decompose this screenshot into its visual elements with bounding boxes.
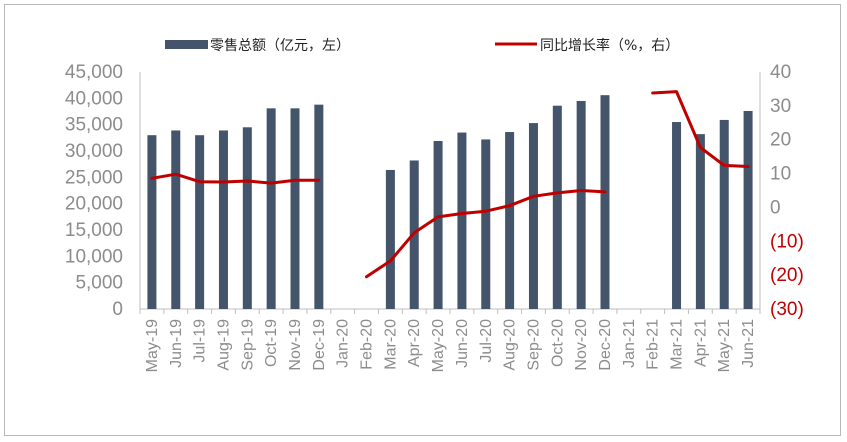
- left-tick-label: 5,000: [75, 273, 123, 294]
- bar-Oct-20: [552, 105, 562, 309]
- left-tick-label: 40,000: [65, 88, 123, 109]
- right-tick-label: 10: [770, 164, 791, 185]
- right-tick-label: 40: [770, 62, 791, 83]
- x-tick-label: Feb-20: [359, 319, 376, 370]
- bar-Aug-20: [505, 132, 515, 309]
- legend: 零售总额（亿元，左） 同比增长率（%，右）: [165, 37, 679, 54]
- bar-Jul-20: [481, 139, 491, 309]
- bars: [147, 95, 753, 310]
- x-tick-label: Jan-21: [621, 319, 638, 368]
- x-tick-label: Oct-19: [263, 319, 280, 367]
- combo-chart: 零售总额（亿元，左） 同比增长率（%，右） 0 5,000 10,000 15,000…: [65, 37, 804, 372]
- x-tick-label: Sep-19: [239, 319, 256, 371]
- right-tick-label: 30: [770, 96, 791, 117]
- x-tick-label: Apr-21: [692, 319, 709, 367]
- x-tick-label: Nov-20: [573, 319, 590, 371]
- bar-Jun-20: [457, 132, 467, 309]
- bar-Mar-20: [385, 169, 395, 309]
- right-tick-label: (10): [770, 231, 804, 252]
- legend-bar-label: 零售总额（亿元，左）: [210, 38, 350, 54]
- x-tick-label: Mar-20: [382, 319, 399, 370]
- legend-line-label: 同比增长率（%，右）: [540, 37, 679, 54]
- x-tick-label: Jun-19: [168, 319, 185, 368]
- bar-Mar-21: [672, 122, 682, 310]
- bar-Sep-19: [242, 127, 252, 309]
- bar-Nov-19: [290, 108, 300, 309]
- right-tick-label: (30): [770, 299, 804, 320]
- x-tick-label: Jun-20: [454, 319, 471, 368]
- right-tick-label: 20: [770, 130, 791, 151]
- left-tick-label: 35,000: [65, 115, 123, 136]
- right-tick-label: 0: [770, 197, 781, 218]
- x-tick-label: Feb-21: [645, 319, 662, 370]
- bar-May-19: [147, 135, 157, 309]
- x-tick-label: Sep-20: [525, 319, 542, 371]
- x-tick-label: Aug-19: [215, 319, 232, 371]
- left-tick-label: 30,000: [65, 141, 123, 162]
- x-axis-ticks: May-19 Jun-19 Jul-19 Aug-19 Sep-19 Oct-19 Nov-…: [144, 319, 757, 372]
- x-tick-label: Jul-19: [192, 319, 209, 363]
- x-tick-label: Nov-19: [287, 319, 304, 371]
- left-tick-label: 45,000: [65, 62, 123, 83]
- right-axis-ticks: (30) (20) (10) 0 10 20 30 40: [770, 62, 804, 320]
- bar-Aug-19: [218, 130, 228, 309]
- bar-Oct-19: [266, 108, 276, 309]
- legend-bar-swatch: [165, 40, 208, 49]
- left-tick-label: 25,000: [65, 167, 123, 188]
- x-tick-label: May-21: [716, 319, 733, 372]
- x-tick-label: Mar-21: [669, 319, 686, 370]
- bar-Sep-20: [528, 123, 538, 309]
- x-tick-label: May-19: [144, 319, 161, 372]
- bar-Jun-19: [171, 130, 181, 309]
- bar-Apr-21: [695, 134, 705, 309]
- x-tick-label: Jul-20: [478, 319, 495, 363]
- x-tick-label: Oct-20: [549, 319, 566, 367]
- x-tick-label: Dec-19: [311, 319, 328, 371]
- chart-frame: 零售总额（亿元，左） 同比增长率（%，右） 0 5,000 10,000 15,000…: [4, 4, 841, 436]
- growth-line-segment: [150, 172, 321, 185]
- x-tick-label: Jan-20: [335, 319, 352, 368]
- left-tick-label: 15,000: [65, 220, 123, 241]
- bar-Dec-19: [314, 104, 324, 309]
- axes: [139, 72, 761, 314]
- bar-May-21: [719, 119, 729, 309]
- bar-Jun-21: [743, 110, 753, 310]
- bar-Nov-20: [576, 100, 586, 309]
- x-tick-label: Dec-20: [597, 319, 614, 371]
- bar-Jul-19: [195, 135, 205, 309]
- left-tick-label: 20,000: [65, 194, 123, 215]
- growth-line: [150, 90, 750, 279]
- x-tick-label: Apr-20: [406, 319, 423, 367]
- bar-Dec-20: [600, 95, 610, 309]
- left-axis-ticks: 0 5,000 10,000 15,000 20,000 25,000 30,000 35,0…: [65, 62, 123, 320]
- growth-line-segment: [651, 90, 750, 168]
- right-tick-label: (20): [770, 265, 804, 286]
- left-tick-label: 0: [112, 299, 123, 320]
- x-tick-label: Aug-20: [502, 319, 519, 371]
- bar-May-20: [433, 140, 443, 309]
- left-tick-label: 10,000: [65, 246, 123, 267]
- x-tick-label: Jun-21: [740, 319, 757, 368]
- growth-line-segment: [365, 189, 607, 279]
- x-tick-label: May-20: [430, 319, 447, 372]
